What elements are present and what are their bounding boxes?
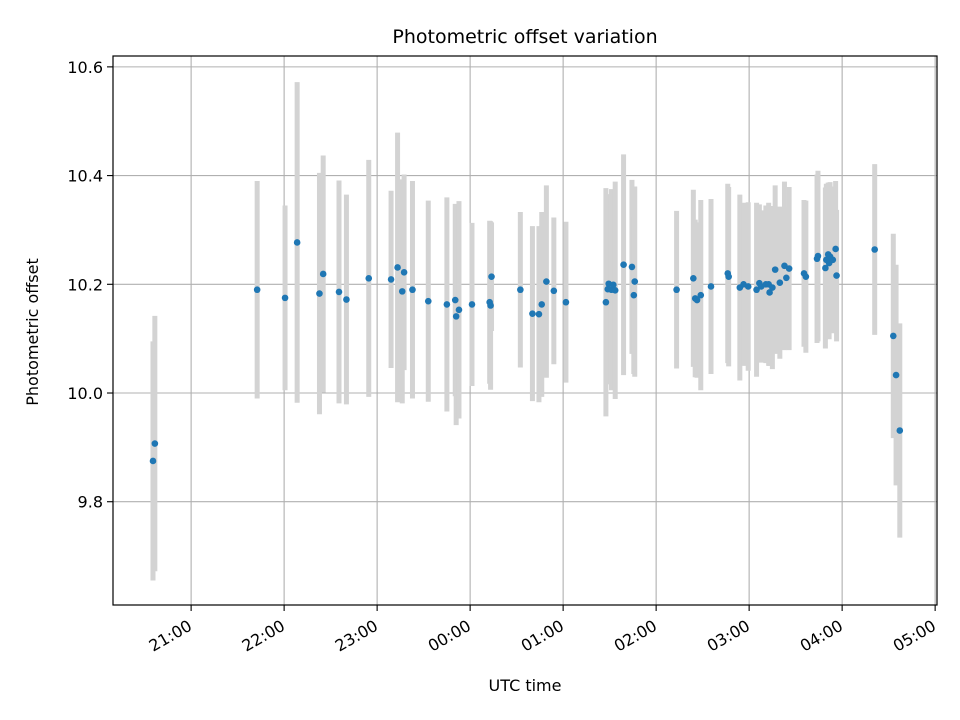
data-point	[487, 302, 494, 309]
data-point	[400, 269, 408, 276]
data-point	[468, 301, 476, 308]
data-point	[814, 252, 822, 260]
data-point	[443, 301, 451, 308]
data-point	[149, 457, 157, 465]
data-point	[785, 265, 793, 272]
data-point	[832, 245, 839, 253]
data-point	[673, 286, 680, 294]
y-tick-label: 10.6	[67, 58, 103, 77]
data-point	[783, 274, 790, 282]
data-point	[488, 273, 495, 280]
data-point	[631, 278, 639, 285]
data-point	[744, 283, 752, 290]
data-point	[771, 266, 779, 273]
grid-layer	[113, 56, 937, 605]
data-point	[535, 310, 543, 318]
data-point	[766, 289, 773, 296]
data-point	[697, 291, 705, 299]
data-point	[896, 427, 904, 434]
data-point	[829, 256, 837, 264]
data-point	[452, 313, 460, 320]
data-point	[529, 310, 536, 317]
data-point	[707, 283, 715, 290]
y-tick-label: 10.0	[67, 384, 103, 403]
data-point	[690, 275, 697, 282]
data-point	[398, 288, 406, 295]
data-point	[628, 263, 636, 271]
data-point	[889, 332, 897, 340]
data-point	[550, 287, 558, 295]
data-point	[871, 246, 878, 253]
y-axis-label: Photometric offset	[23, 258, 42, 406]
data-point	[693, 296, 701, 304]
data-point	[753, 286, 760, 294]
data-point	[319, 270, 327, 278]
point-layer	[149, 239, 904, 465]
data-point	[394, 264, 401, 271]
y-tick-label: 9.8	[78, 493, 103, 512]
data-point	[543, 278, 550, 285]
data-point	[387, 276, 395, 283]
data-point	[822, 264, 829, 272]
data-point	[281, 294, 289, 302]
data-point	[316, 290, 323, 297]
plot-frame	[112, 55, 938, 606]
data-point	[253, 286, 261, 294]
data-point	[451, 296, 459, 304]
data-point	[562, 298, 570, 306]
data-point	[365, 275, 373, 282]
data-point	[833, 272, 840, 279]
data-point	[776, 279, 784, 286]
data-point	[725, 273, 732, 280]
chart-title: Photometric offset variation	[392, 26, 657, 48]
data-point	[892, 371, 900, 379]
data-point	[517, 286, 524, 294]
data-point	[802, 273, 810, 280]
data-point	[602, 298, 610, 306]
data-point	[293, 239, 301, 246]
data-point	[455, 306, 463, 314]
x-axis-label: UTC time	[489, 676, 562, 695]
data-point	[335, 288, 343, 296]
y-tick-label: 10.2	[67, 275, 103, 294]
data-point	[769, 284, 776, 291]
data-point	[630, 291, 638, 299]
data-point	[151, 440, 159, 447]
data-point	[538, 301, 546, 308]
data-point	[343, 296, 350, 303]
data-point	[409, 286, 416, 294]
data-point	[610, 281, 617, 289]
data-point	[611, 286, 619, 294]
y-axis-ticks: 9.8 10.0 10.2 10.4 10.6	[67, 58, 113, 512]
y-tick-label: 10.4	[67, 167, 103, 186]
data-point	[620, 261, 627, 269]
data-point	[424, 297, 432, 305]
